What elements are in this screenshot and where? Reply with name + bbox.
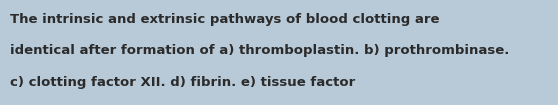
Text: The intrinsic and extrinsic pathways of blood clotting are: The intrinsic and extrinsic pathways of …	[10, 13, 440, 26]
Text: identical after formation of a) thromboplastin. b) prothrombinase.: identical after formation of a) thrombop…	[10, 44, 509, 57]
Text: c) clotting factor XII. d) fibrin. e) tissue factor: c) clotting factor XII. d) fibrin. e) ti…	[10, 76, 355, 89]
